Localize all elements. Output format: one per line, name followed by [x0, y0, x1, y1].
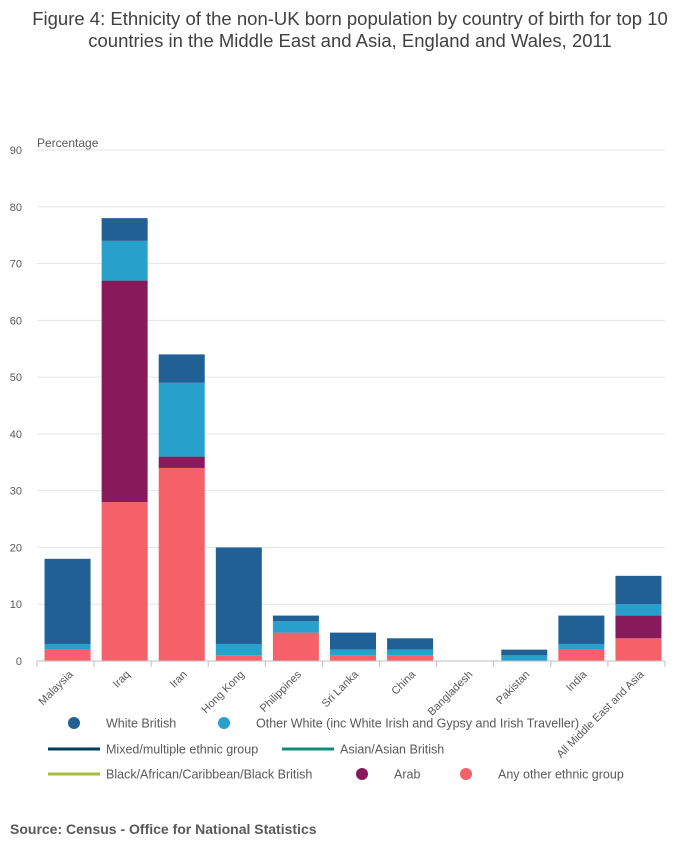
bar-segment[interactable] [101, 240, 148, 281]
bar-segment[interactable] [330, 632, 376, 650]
x-tick-label: Iraq [111, 669, 133, 691]
y-tick-label: 70 [10, 259, 22, 271]
bar-segment[interactable] [501, 649, 548, 656]
bar-segment[interactable] [615, 615, 662, 639]
x-tick-label: Malaysia [36, 668, 76, 708]
bar-segment[interactable] [158, 354, 205, 383]
y-axis-ticks: 0 10 20 30 40 50 60 70 80 90 [10, 145, 22, 668]
y-tick-label: 50 [10, 372, 22, 384]
bar-segment[interactable] [44, 643, 91, 650]
y-tick-label: 60 [10, 315, 22, 327]
bar-segment[interactable] [615, 604, 662, 616]
y-tick-label: 10 [10, 599, 22, 611]
bar-segment[interactable] [101, 218, 148, 241]
x-tick-label: China [389, 668, 418, 697]
bar-segment[interactable] [615, 575, 662, 605]
bar-segment[interactable] [215, 547, 262, 644]
bar-segment[interactable] [272, 621, 319, 633]
legend-label: Mixed/multiple ethnic group [106, 743, 258, 757]
bar-segment[interactable] [501, 655, 548, 661]
legend: White British Other White (inc White Iris… [48, 717, 624, 782]
bar-segment[interactable] [330, 649, 376, 656]
chart-title: Figure 4: Ethnicity of the non-UK born p… [32, 8, 668, 51]
bar-segment[interactable] [158, 456, 205, 468]
y-axis-label: Percentage [37, 136, 99, 150]
bar-segment[interactable] [158, 382, 205, 457]
bar-segment[interactable] [558, 649, 605, 661]
y-tick-label: 30 [10, 486, 22, 498]
x-tick-label: India [564, 668, 590, 694]
x-tick-label: Sri Lanka [320, 668, 362, 710]
bar-segment[interactable] [330, 655, 376, 661]
y-tick-label: 40 [10, 429, 22, 441]
bar-segment[interactable] [215, 655, 262, 661]
bar-segment[interactable] [44, 649, 91, 661]
bar-segment[interactable] [101, 502, 148, 661]
x-tick-label: Bangladesh [426, 669, 476, 719]
bar-segment[interactable] [558, 615, 605, 644]
source-note: Source: Census - Office for National Sta… [10, 821, 317, 837]
y-tick-label: 90 [10, 145, 22, 157]
legend-label: Black/African/Caribbean/Black British [106, 768, 312, 782]
bar-segment[interactable] [387, 655, 434, 661]
x-tick-label: Iran [168, 669, 190, 691]
bars [44, 218, 662, 661]
legend-marker [218, 717, 230, 729]
x-tick-label: Philippines [258, 668, 304, 714]
bar-segment[interactable] [615, 638, 662, 661]
bar-segment[interactable] [272, 615, 319, 622]
bar-segment[interactable] [158, 467, 205, 661]
legend-marker [68, 717, 80, 729]
y-tick-label: 20 [10, 542, 22, 554]
bar-segment[interactable] [44, 558, 91, 644]
bar-segment[interactable] [558, 643, 605, 650]
legend-marker [356, 768, 368, 780]
legend-label: Asian/Asian British [340, 743, 444, 757]
legend-label: Other White (inc White Irish and Gypsy a… [256, 717, 579, 731]
bar-segment[interactable] [215, 643, 262, 656]
legend-label: White British [106, 717, 176, 731]
y-tick-label: 80 [10, 202, 22, 214]
legend-marker [460, 768, 472, 780]
x-tick-label: Pakistan [494, 669, 532, 707]
bar-segment[interactable] [387, 649, 434, 656]
bar-segment[interactable] [101, 280, 148, 503]
legend-label: Arab [394, 768, 420, 782]
bar-segment[interactable] [272, 632, 319, 661]
x-tick-label: Hong Kong [200, 669, 247, 716]
bar-segment[interactable] [387, 638, 434, 650]
stacked-bar-chart: Percentage 0 10 20 30 40 50 60 70 80 90 Malaysia I… [10, 136, 666, 782]
y-tick-label: 0 [16, 656, 22, 668]
legend-label: Any other ethnic group [498, 768, 624, 782]
